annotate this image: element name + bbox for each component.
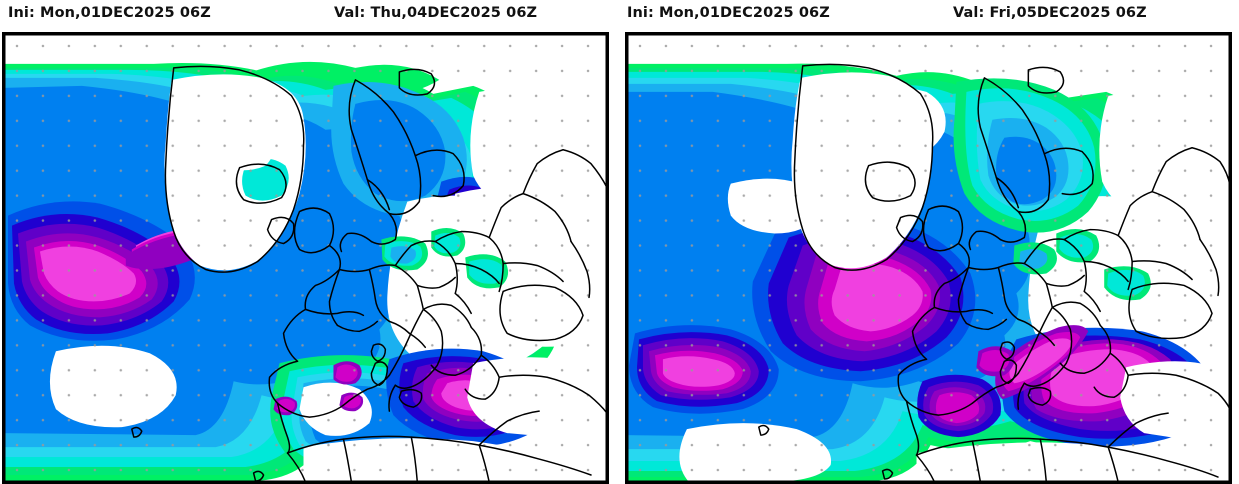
coastlines-left [131, 65, 607, 482]
grid-dots-right [627, 34, 1230, 482]
forecast-panel-left [2, 32, 609, 484]
forecast-panel-right [625, 32, 1232, 484]
panel-divider-gap [609, 32, 625, 484]
init-time-label-right: Ini: Mon,01DEC2025 06Z [627, 5, 830, 21]
grid-dots-left [4, 34, 607, 482]
precip-map-right [627, 34, 1230, 482]
header-panel-right: Ini: Mon,01DEC2025 06Z Val: Fri,05DEC202… [619, 0, 1239, 32]
coastlines-right [758, 63, 1230, 482]
valid-time-label-left: Val: Thu,04DEC2025 06Z [334, 5, 538, 21]
precip-map-left [4, 34, 607, 482]
map-panels-container [0, 32, 1239, 484]
init-time-label-left: Ini: Mon,01DEC2025 06Z [8, 5, 211, 21]
header-panel-left: Ini: Mon,01DEC2025 06Z Val: Thu,04DEC202… [0, 0, 619, 32]
header-bar: Ini: Mon,01DEC2025 06Z Val: Thu,04DEC202… [0, 0, 1239, 32]
valid-time-label-right: Val: Fri,05DEC2025 06Z [953, 5, 1147, 21]
